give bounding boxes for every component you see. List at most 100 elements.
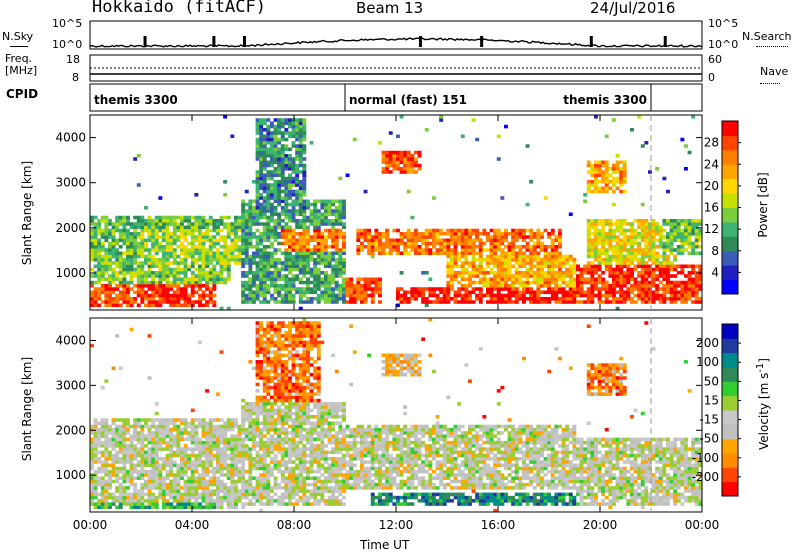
power-cell	[612, 254, 616, 259]
power-cell	[172, 251, 177, 256]
power-cell	[669, 228, 674, 233]
power-cell	[140, 219, 145, 223]
power-cell	[226, 258, 231, 262]
power-cell	[309, 248, 314, 252]
power-cell	[367, 293, 372, 298]
power-cell	[169, 254, 174, 259]
power-cell	[176, 267, 181, 272]
power-cell	[658, 241, 663, 246]
power-cell	[306, 267, 310, 272]
power-cell	[298, 199, 303, 204]
power-cell	[565, 284, 570, 288]
power-cell	[406, 228, 411, 233]
power-cell	[280, 183, 285, 187]
power-cell	[496, 134, 501, 139]
velocity-cell	[115, 334, 120, 338]
power-cell	[604, 183, 609, 187]
power-cell	[201, 261, 206, 265]
power-cell	[601, 189, 606, 194]
power-cell	[205, 251, 210, 256]
power-cell	[255, 271, 260, 275]
power-cell	[136, 225, 141, 230]
power-cell	[309, 212, 314, 217]
power-cell	[414, 248, 418, 252]
power-cell	[590, 297, 595, 301]
power-cell	[331, 258, 336, 262]
power-cell	[324, 241, 328, 246]
power-cell	[104, 238, 109, 243]
power-cell	[194, 222, 199, 226]
power-cell	[561, 300, 566, 304]
site-title: Hokkaido (fitACF)	[92, 0, 266, 17]
power-cell	[158, 264, 163, 269]
power-cell	[601, 163, 606, 168]
velocity-cell	[205, 505, 210, 510]
power-cell	[612, 202, 616, 207]
power-cell	[176, 261, 181, 265]
velocity-cell	[90, 502, 94, 506]
power-cell	[277, 267, 282, 272]
power-cell	[579, 280, 584, 285]
power-cell	[637, 284, 642, 288]
power-cell	[205, 264, 210, 269]
power-cell	[590, 245, 595, 249]
power-cell	[597, 287, 602, 291]
power-cell	[586, 300, 591, 304]
power-cell	[378, 290, 382, 295]
power-cell	[612, 284, 616, 288]
velocity-cell	[140, 505, 145, 510]
power-cell	[540, 271, 544, 275]
velocity-cell	[216, 444, 220, 448]
power-cell	[640, 297, 645, 301]
velocity-cell	[237, 427, 242, 432]
power-cell	[615, 251, 620, 256]
velocity-cell	[198, 495, 202, 500]
velocity-cell	[118, 469, 123, 474]
power-cell	[493, 280, 498, 285]
power-cell	[568, 300, 573, 304]
power-cell	[547, 258, 552, 262]
power-cell	[507, 264, 512, 269]
power-cell	[208, 290, 213, 295]
power-cell	[381, 160, 386, 165]
power-cell	[198, 284, 202, 288]
velocity-cell	[151, 502, 156, 506]
velocity-cell	[136, 431, 141, 435]
power-cell	[496, 232, 501, 236]
power-cell	[504, 258, 508, 262]
power-cell	[514, 245, 519, 249]
power-cell	[547, 284, 552, 288]
velocity-cell	[230, 457, 235, 461]
power-cell	[568, 258, 573, 262]
power-cell	[662, 274, 667, 278]
power-cell	[532, 241, 537, 246]
power-cell	[169, 232, 174, 236]
power-cell	[122, 290, 127, 295]
power-cell	[489, 245, 494, 249]
power-cell	[270, 280, 274, 285]
power-cell	[403, 160, 408, 165]
power-cell	[626, 277, 631, 282]
power-cell	[399, 287, 404, 291]
power-cell	[284, 206, 289, 210]
velocity-cell	[237, 499, 242, 503]
velocity-cell	[136, 424, 141, 429]
power-cell	[453, 248, 458, 252]
velocity-cell	[198, 482, 202, 487]
power-cell	[244, 274, 249, 278]
power-cell	[147, 280, 152, 285]
power-cell	[255, 173, 260, 178]
power-cell	[284, 232, 289, 236]
power-cell	[273, 274, 278, 278]
power-cell	[122, 222, 127, 226]
power-cell	[586, 287, 591, 291]
power-cell	[511, 238, 516, 243]
power-cell	[367, 251, 372, 256]
power-cell	[381, 235, 386, 239]
power-cell	[277, 141, 282, 145]
power-cell	[489, 284, 494, 288]
power-colorbar-swatch	[722, 164, 738, 180]
power-cell	[403, 167, 408, 171]
power-cell	[241, 287, 246, 291]
velocity-cell	[237, 489, 242, 493]
